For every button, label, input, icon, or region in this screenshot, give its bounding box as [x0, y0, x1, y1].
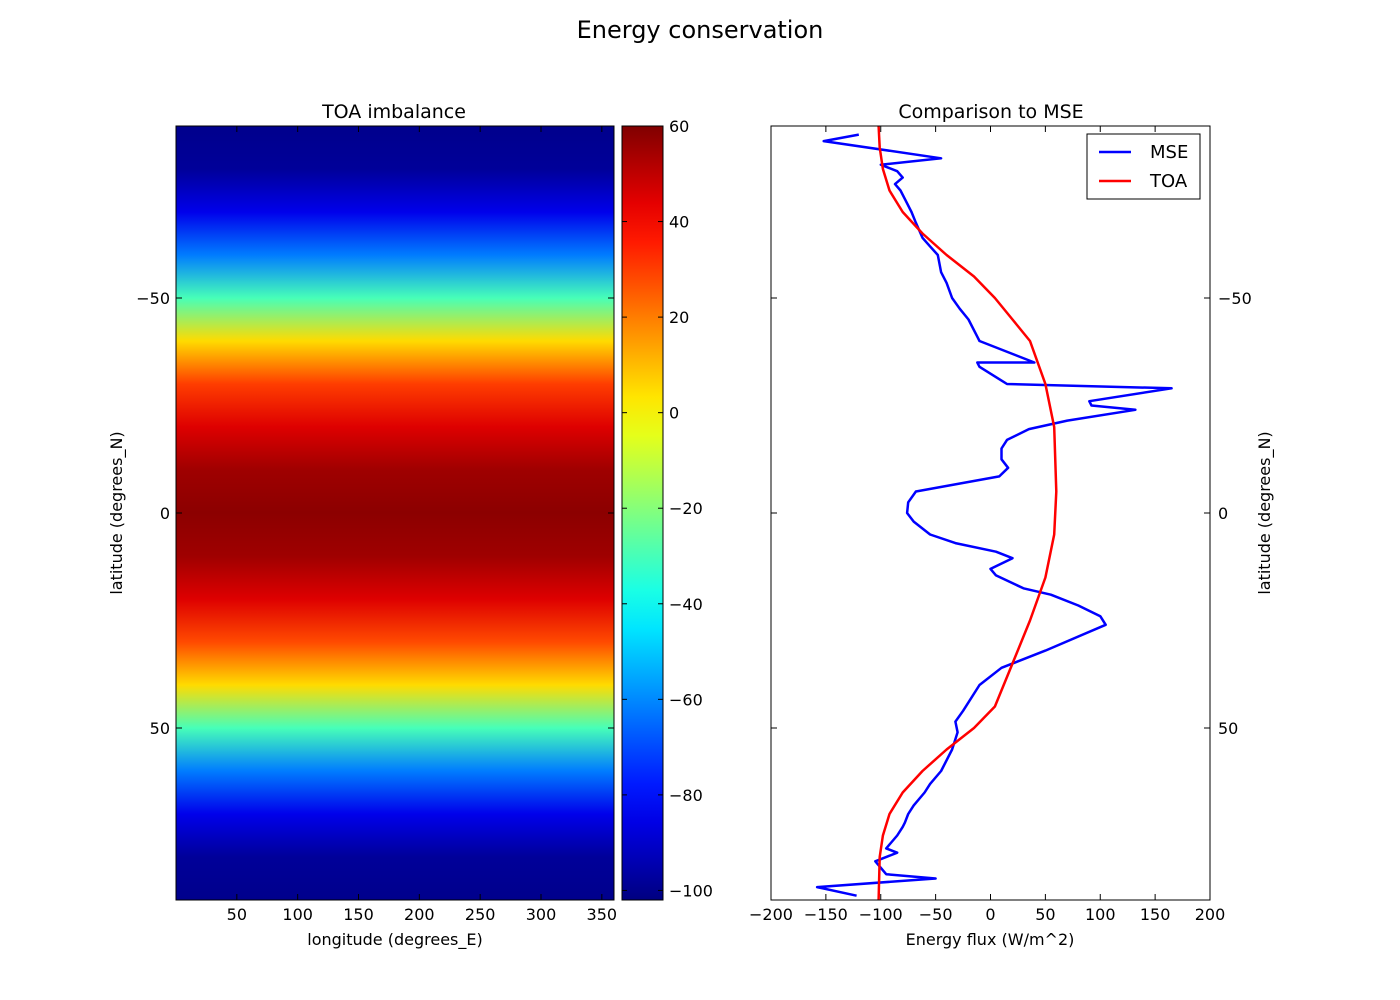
heatmap-image [176, 126, 614, 900]
colorbar-image [622, 126, 663, 900]
colorbar-ticks: 60 40 20 0 −20 −40 −60 −80 −100 [622, 117, 713, 900]
line-xtick-label: 0 [985, 905, 995, 924]
colorbar-tick-label: −40 [669, 595, 703, 614]
line-xtick-label: −100 [859, 905, 903, 924]
heatmap-xtick-label: 200 [404, 905, 435, 924]
colorbar: 60 40 20 0 −20 −40 −60 −80 −100 [621, 117, 713, 901]
line-xtick-label: −150 [804, 905, 848, 924]
heatmap-xtick-label: 100 [282, 905, 313, 924]
legend-toa-label: TOA [1149, 171, 1188, 192]
line-xlabel: Energy flux (W/m^2) [906, 930, 1075, 949]
heatmap-ytick-label: 50 [150, 719, 170, 738]
heatmap-ytick-label: −50 [136, 289, 170, 308]
heatmap-ylabel: latitude (degrees_N) [107, 431, 127, 594]
line-series-group [815, 126, 1173, 900]
heatmap-xtick-label: 250 [465, 905, 496, 924]
colorbar-frame [621, 125, 664, 901]
heatmap-ytick-label: 0 [160, 504, 170, 523]
line-x-axis: −200 −150 −100 −50 0 50 100 150 200 [749, 126, 1225, 924]
heatmap-xtick-label: 150 [343, 905, 374, 924]
line-ytick-label: 50 [1218, 719, 1238, 738]
heatmap-xlabel: longitude (degrees_E) [307, 930, 482, 950]
colorbar-tick-label: 0 [669, 404, 679, 423]
line-xtick-label: 50 [1035, 905, 1055, 924]
heatmap-title: TOA imbalance [321, 101, 466, 123]
colorbar-tick-label: 40 [669, 213, 689, 232]
heatmap-xtick-label: 50 [227, 905, 247, 924]
series-line-toa [877, 126, 1058, 900]
heatmap-x-axis: 50 100 150 200 250 300 350 [227, 126, 617, 924]
colorbar-tick-label: −60 [669, 690, 703, 709]
heatmap-xtick-label: 300 [526, 905, 557, 924]
line-ytick-label: −50 [1218, 289, 1252, 308]
legend: MSE TOA [1086, 133, 1201, 200]
line-xtick-label: −200 [749, 905, 793, 924]
heatmap-panel: TOA imbalance 50 100 150 200 250 300 350 −50 0 5… [107, 101, 617, 950]
legend-mse-label: MSE [1150, 142, 1188, 163]
line-ytick-label: 0 [1218, 504, 1228, 523]
figure-suptitle: Energy conservation [577, 16, 824, 44]
series-line-mse [815, 133, 1173, 897]
colorbar-tick-label: −100 [669, 881, 713, 900]
line-xtick-label: 200 [1195, 905, 1226, 924]
colorbar-tick-label: −80 [669, 786, 703, 805]
colorbar-tick-label: 20 [669, 308, 689, 327]
line-xtick-label: 150 [1140, 905, 1171, 924]
line-ylabel: latitude (degrees_N) [1255, 431, 1275, 594]
heatmap-xtick-label: 350 [587, 905, 618, 924]
line-y-axis-right: −50 0 50 [771, 289, 1252, 738]
colorbar-tick-label: 60 [669, 117, 689, 136]
legend-box [1086, 133, 1201, 200]
line-xtick-label: −50 [919, 905, 953, 924]
line-xtick-label: 100 [1085, 905, 1116, 924]
line-title: Comparison to MSE [898, 101, 1083, 123]
heatmap-y-axis: −50 0 50 [136, 289, 614, 738]
colorbar-tick-label: −20 [669, 499, 703, 518]
line-panel: Comparison to MSE −200 −150 −100 −50 0 50 100 1… [749, 101, 1275, 949]
